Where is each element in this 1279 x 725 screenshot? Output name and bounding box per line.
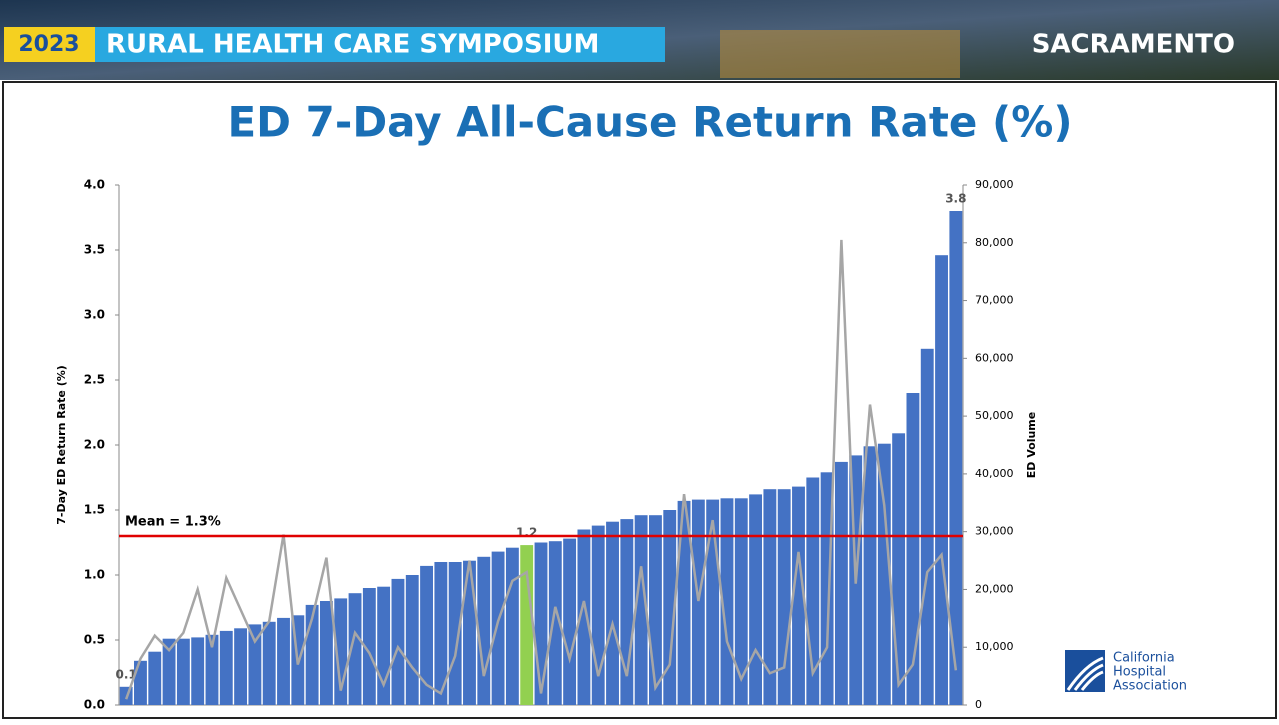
y-tick-label: 0.5 <box>84 633 105 647</box>
data-label: 1.2 <box>516 526 537 540</box>
bar <box>577 529 591 705</box>
bar <box>348 593 362 705</box>
bar <box>749 494 763 705</box>
bar <box>248 624 262 705</box>
bar <box>877 443 891 705</box>
bar <box>391 578 405 705</box>
y2-tick-label: 80,000 <box>975 236 1014 249</box>
bar <box>191 637 205 705</box>
year-box <box>4 27 95 62</box>
y2-tick-label: 70,000 <box>975 294 1014 307</box>
city: SACRAMENTO <box>1032 30 1235 60</box>
y-axis-label: 7-Day ED Return Rate (%) <box>55 365 68 525</box>
y-tick-label: 3.5 <box>84 243 105 257</box>
mean-label: Mean = 1.3% <box>125 515 221 530</box>
bar <box>448 562 462 705</box>
y-tick-label: 4.0 <box>84 178 105 192</box>
bar <box>434 562 448 705</box>
logo-stripes <box>1066 656 1104 691</box>
y-tick-label: 2.0 <box>84 438 105 452</box>
y-tick-label: 2.5 <box>84 373 105 387</box>
bar <box>606 521 619 705</box>
bar <box>935 255 948 705</box>
logo: California Hospital Association <box>1065 650 1187 694</box>
y2-tick-label: 20,000 <box>975 582 1014 595</box>
data-label: 0.1 <box>116 667 137 681</box>
event-title: RURAL HEALTH CARE SYMPOSIUM <box>106 30 599 60</box>
bar <box>691 499 705 705</box>
logo-line: Hospital <box>1113 665 1166 680</box>
bar <box>920 348 934 705</box>
y2-tick-label: 0 <box>975 698 982 711</box>
bar <box>262 621 276 705</box>
bar <box>463 560 476 705</box>
bar <box>420 565 433 705</box>
year: 2023 <box>18 32 79 57</box>
bar <box>520 545 534 705</box>
bar <box>863 446 877 705</box>
y-tick-label: 1.5 <box>84 503 105 517</box>
volume-line <box>124 239 958 700</box>
logo-line: Association <box>1113 679 1187 694</box>
y2-tick-label: 60,000 <box>975 351 1014 364</box>
bar <box>219 630 233 705</box>
bar <box>677 500 691 705</box>
bar <box>663 510 677 705</box>
chart-title: ED 7-Day All-Cause Return Rate (%) <box>227 98 1072 147</box>
bar <box>734 498 748 705</box>
bar <box>205 634 219 705</box>
bar <box>949 211 963 705</box>
bar <box>834 461 848 705</box>
bar <box>405 575 419 705</box>
bar <box>548 541 562 705</box>
bar <box>892 433 906 705</box>
bar <box>620 519 634 705</box>
bar <box>649 515 662 705</box>
y2-tick-label: 90,000 <box>975 178 1014 191</box>
bar <box>634 515 648 705</box>
bar <box>134 660 147 705</box>
y2-tick-label: 50,000 <box>975 409 1014 422</box>
y-tick-label: 0.0 <box>84 698 105 712</box>
bar <box>362 588 376 705</box>
bar <box>591 525 605 705</box>
y2-tick-label: 10,000 <box>975 640 1014 653</box>
y2-tick-label: 30,000 <box>975 525 1014 538</box>
header-building <box>720 30 960 78</box>
bar <box>534 542 548 705</box>
bar <box>176 638 190 705</box>
data-label: 3.8 <box>945 192 966 206</box>
y2-tick-label: 40,000 <box>975 467 1014 480</box>
bar <box>277 617 290 705</box>
y2-axis-label: ED Volume <box>1025 412 1038 478</box>
bar <box>505 547 519 705</box>
bar <box>792 486 805 705</box>
event-box <box>95 27 665 62</box>
bar <box>563 538 577 705</box>
bar <box>777 489 791 705</box>
bar <box>319 601 333 705</box>
bar <box>234 628 248 705</box>
bar <box>148 651 162 705</box>
bar <box>491 551 505 705</box>
bar <box>763 489 777 705</box>
y-tick-label: 3.0 <box>84 308 105 322</box>
bar <box>162 638 176 705</box>
y-tick-label: 1.0 <box>84 568 105 582</box>
logo-line: California <box>1113 651 1175 666</box>
bar <box>906 393 920 705</box>
